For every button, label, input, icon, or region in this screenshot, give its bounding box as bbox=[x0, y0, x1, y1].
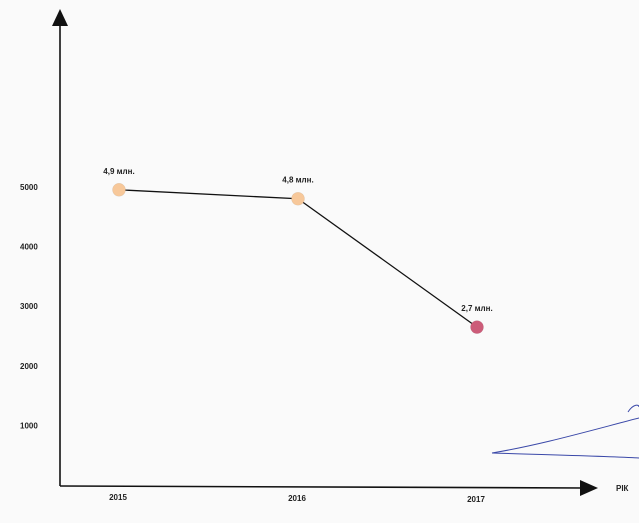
data-label: 4,8 млн. bbox=[282, 176, 313, 185]
y-tick-label: 5000 bbox=[20, 183, 38, 192]
signature-scribble bbox=[491, 404, 639, 459]
data-labels: 4,9 млн. 4,8 млн. 2,7 млн. bbox=[103, 167, 492, 313]
series-line-segment bbox=[297, 198, 478, 328]
y-tick-label: 2000 bbox=[20, 362, 38, 371]
x-axis-title: РІК bbox=[616, 484, 629, 493]
y-tick-label: 3000 bbox=[20, 302, 38, 311]
data-points bbox=[112, 182, 484, 334]
series-line-group bbox=[118, 189, 478, 328]
x-tick-labels: 2015 2016 2017 bbox=[109, 493, 485, 504]
x-axis bbox=[59, 485, 585, 489]
x-axis-arrow bbox=[580, 480, 598, 496]
series-line-segment bbox=[118, 189, 299, 200]
x-tick-label: 2016 bbox=[288, 494, 306, 503]
data-label: 2,7 млн. bbox=[461, 304, 492, 313]
data-label: 4,9 млн. bbox=[103, 167, 134, 176]
y-tick-labels: 1000 2000 3000 4000 5000 bbox=[20, 183, 38, 431]
x-tick-label: 2017 bbox=[467, 495, 485, 504]
y-axis-arrow bbox=[52, 9, 68, 26]
y-tick-label: 4000 bbox=[20, 243, 38, 252]
x-tick-label: 2015 bbox=[109, 493, 127, 502]
data-point bbox=[291, 191, 305, 206]
y-tick-label: 1000 bbox=[20, 422, 38, 431]
data-point bbox=[112, 182, 126, 197]
data-point bbox=[470, 320, 484, 334]
